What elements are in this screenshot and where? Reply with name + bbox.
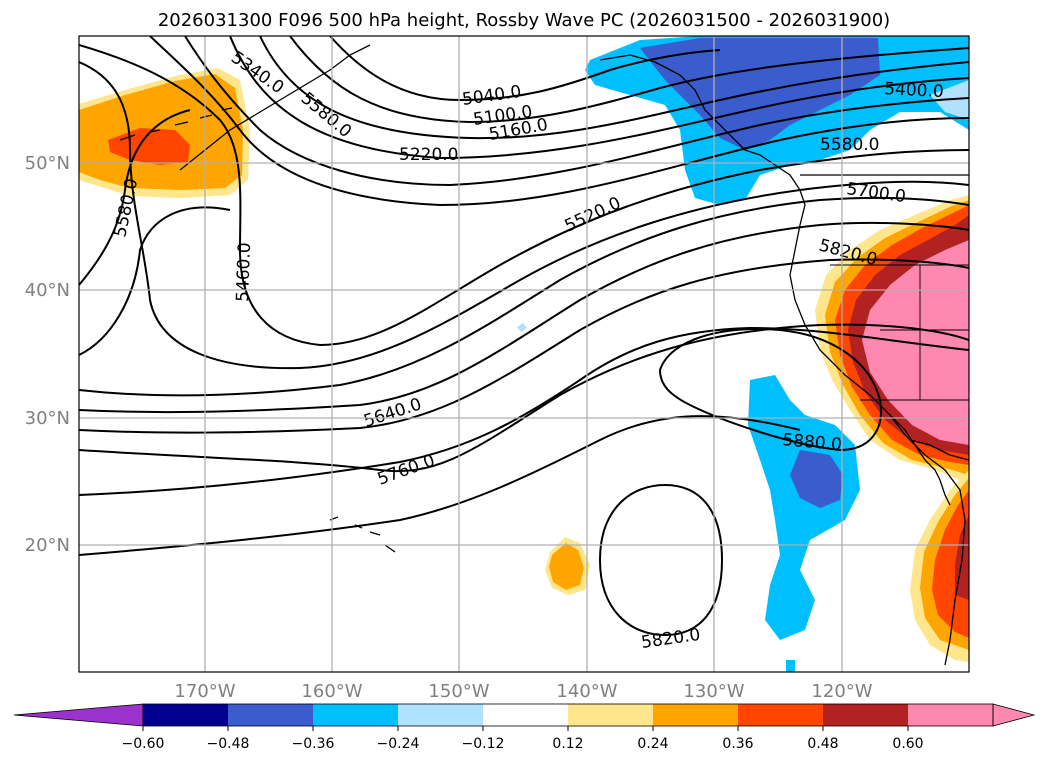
lon-label-170w: 170°W: [174, 681, 235, 702]
anomaly-mexico-redorange: [932, 490, 969, 638]
colorbar-bin: [823, 704, 908, 726]
colorbar-tick-label: −0.60: [122, 736, 165, 752]
coast-baja: [889, 414, 951, 506]
colorbar-bin: [908, 704, 993, 726]
height-contours: [79, 36, 969, 637]
border-us-mexico: [909, 439, 969, 461]
anomaly-small-dot: [517, 323, 527, 332]
anomaly-south-sliver: [786, 660, 795, 672]
colorbar-tick-label: 0.24: [637, 736, 668, 752]
aleutian-islands: [119, 107, 233, 141]
contour-5880: [658, 328, 882, 452]
colorbar-extend-low: [13, 703, 144, 727]
lon-label-120w: 120°W: [811, 681, 872, 702]
lat-label-30n: 30°N: [25, 408, 70, 429]
contour-5580: [79, 109, 969, 397]
lat-axis-labels: 50°N 40°N 30°N 20°N: [25, 153, 70, 556]
colorbar-tick-label: −0.24: [377, 736, 420, 752]
anomaly-subtropic-blue: [790, 450, 843, 508]
contour-5220: [229, 36, 969, 160]
coast-us-west: [789, 204, 961, 491]
contour-5040: [329, 36, 721, 102]
colorbar-tick-label: 0.12: [552, 736, 583, 752]
coastlines: [119, 44, 969, 666]
colorbar-bin: [483, 704, 568, 726]
lon-label-150w: 150°W: [428, 681, 489, 702]
contour-5340: [184, 36, 969, 187]
colorbar-tick-label: −0.12: [462, 736, 505, 752]
contour-5640: [79, 221, 969, 414]
contour-5760: [79, 323, 969, 473]
contour-5820-low: [79, 415, 801, 556]
anomaly-hawaii-orange: [549, 543, 584, 590]
contour-5700: [79, 258, 969, 434]
colorbar: −0.60 −0.48 −0.36 −0.24 −0.12 0.12 0.24 0.36 0.4…: [13, 703, 1036, 752]
lon-axis-labels: 170°W 160°W 150°W 140°W 130°W 120°W: [174, 681, 872, 702]
contour-5820-closed: [598, 483, 724, 637]
anomaly-pnw-blue: [640, 38, 880, 150]
colorbar-bin: [398, 704, 483, 726]
colorbar-tick-label: −0.48: [207, 736, 250, 752]
colorbar-tick-label: 0.48: [807, 736, 838, 752]
lon-label-160w: 160°W: [301, 681, 362, 702]
contour-label-5580-right: 5580.0: [820, 135, 879, 155]
colorbar-bin: [228, 704, 313, 726]
colorbar-extend-high: [992, 703, 1036, 727]
colorbar-bin: [143, 704, 228, 726]
contour-label-5460: 5460.0: [233, 242, 255, 302]
state-lines: [830, 264, 969, 401]
contour-label-5220: 5220.0: [399, 145, 458, 165]
contour-5100: [289, 36, 969, 124]
map-panel: 5340.0 5580.0 5040.0 5100.0 5160.0 5220.…: [25, 35, 970, 702]
colorbar-bin: [568, 704, 653, 726]
coast-mexico: [944, 489, 966, 666]
anomaly-subtropic-cyan: [748, 375, 860, 640]
contour-5160: [259, 36, 969, 140]
colorbar-tick-label: 0.60: [892, 736, 923, 752]
colorbar-tick-label: −0.36: [292, 736, 335, 752]
contour-5400: [149, 36, 969, 207]
lon-label-140w: 140°W: [556, 681, 617, 702]
gridlines: [79, 36, 969, 672]
contour-5460: [79, 44, 969, 347]
lat-label-50n: 50°N: [25, 153, 70, 174]
lat-label-20n: 20°N: [25, 535, 70, 556]
contour-5820-main: [79, 326, 969, 496]
contour-5520: [79, 61, 969, 370]
lat-label-40n: 40°N: [25, 280, 70, 301]
colorbar-bin: [653, 704, 738, 726]
map-frame: [78, 35, 970, 673]
colorbar-bin: [738, 704, 823, 726]
lon-label-130w: 130°W: [683, 681, 744, 702]
contour-label-5400: 5400.0: [884, 79, 944, 102]
coast-alaska-peninsula: [179, 44, 371, 171]
colorbar-tick-label: 0.36: [722, 736, 753, 752]
colorbar-bin: [313, 704, 398, 726]
figure-title: 2026031300 F096 500 hPa height, Rossby W…: [158, 10, 890, 31]
